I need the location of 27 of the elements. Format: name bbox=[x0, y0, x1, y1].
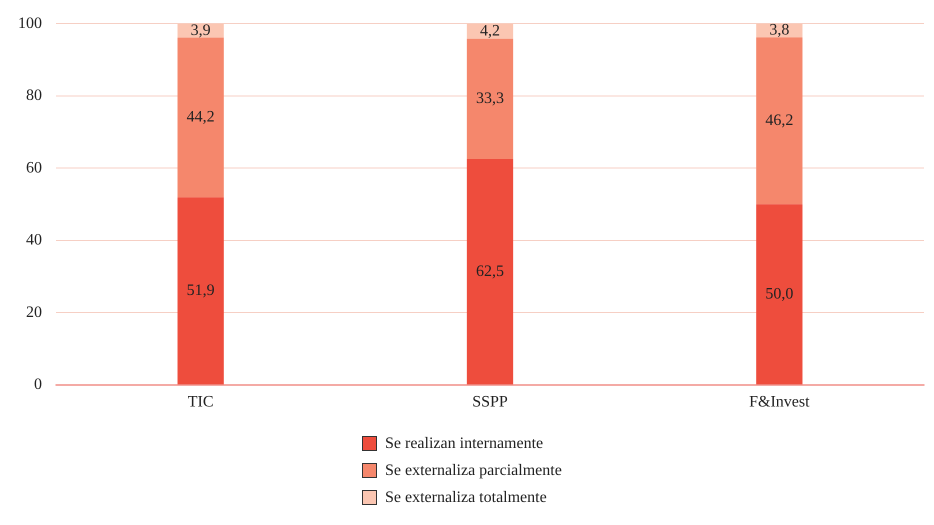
y-tick-label: 100 bbox=[18, 14, 42, 32]
data-label: 46,2 bbox=[765, 112, 794, 129]
data-label: 50,0 bbox=[765, 285, 794, 302]
data-label: 4,2 bbox=[480, 22, 500, 40]
legend-label: Se externaliza totalmente bbox=[385, 488, 547, 506]
x-tick-label: F&Invest bbox=[749, 394, 810, 411]
y-tick-label: 20 bbox=[26, 304, 42, 321]
bar bbox=[178, 38, 224, 198]
bar bbox=[756, 37, 802, 204]
x-tick-label: TIC bbox=[188, 394, 214, 411]
legend-label: Se externaliza parcialmente bbox=[385, 462, 562, 480]
data-label: 3,8 bbox=[769, 22, 790, 39]
bar bbox=[756, 204, 802, 384]
y-tick-label: 40 bbox=[26, 232, 42, 249]
y-tick-label: 0 bbox=[34, 376, 42, 394]
bar bbox=[466, 38, 514, 160]
y-tick-label: 80 bbox=[26, 87, 42, 104]
x-tick-label: SSPP bbox=[472, 394, 508, 411]
legend-label: Se realizan internamente bbox=[385, 434, 544, 452]
data-label: 3,9 bbox=[190, 22, 211, 39]
data-label: 62,5 bbox=[476, 262, 504, 280]
bar bbox=[178, 197, 224, 384]
data-label: 51,9 bbox=[186, 282, 215, 300]
y-tick-label: 60 bbox=[26, 159, 42, 176]
data-label: 44,2 bbox=[186, 108, 215, 126]
data-label: 33,3 bbox=[476, 90, 504, 108]
bar bbox=[466, 159, 514, 384]
